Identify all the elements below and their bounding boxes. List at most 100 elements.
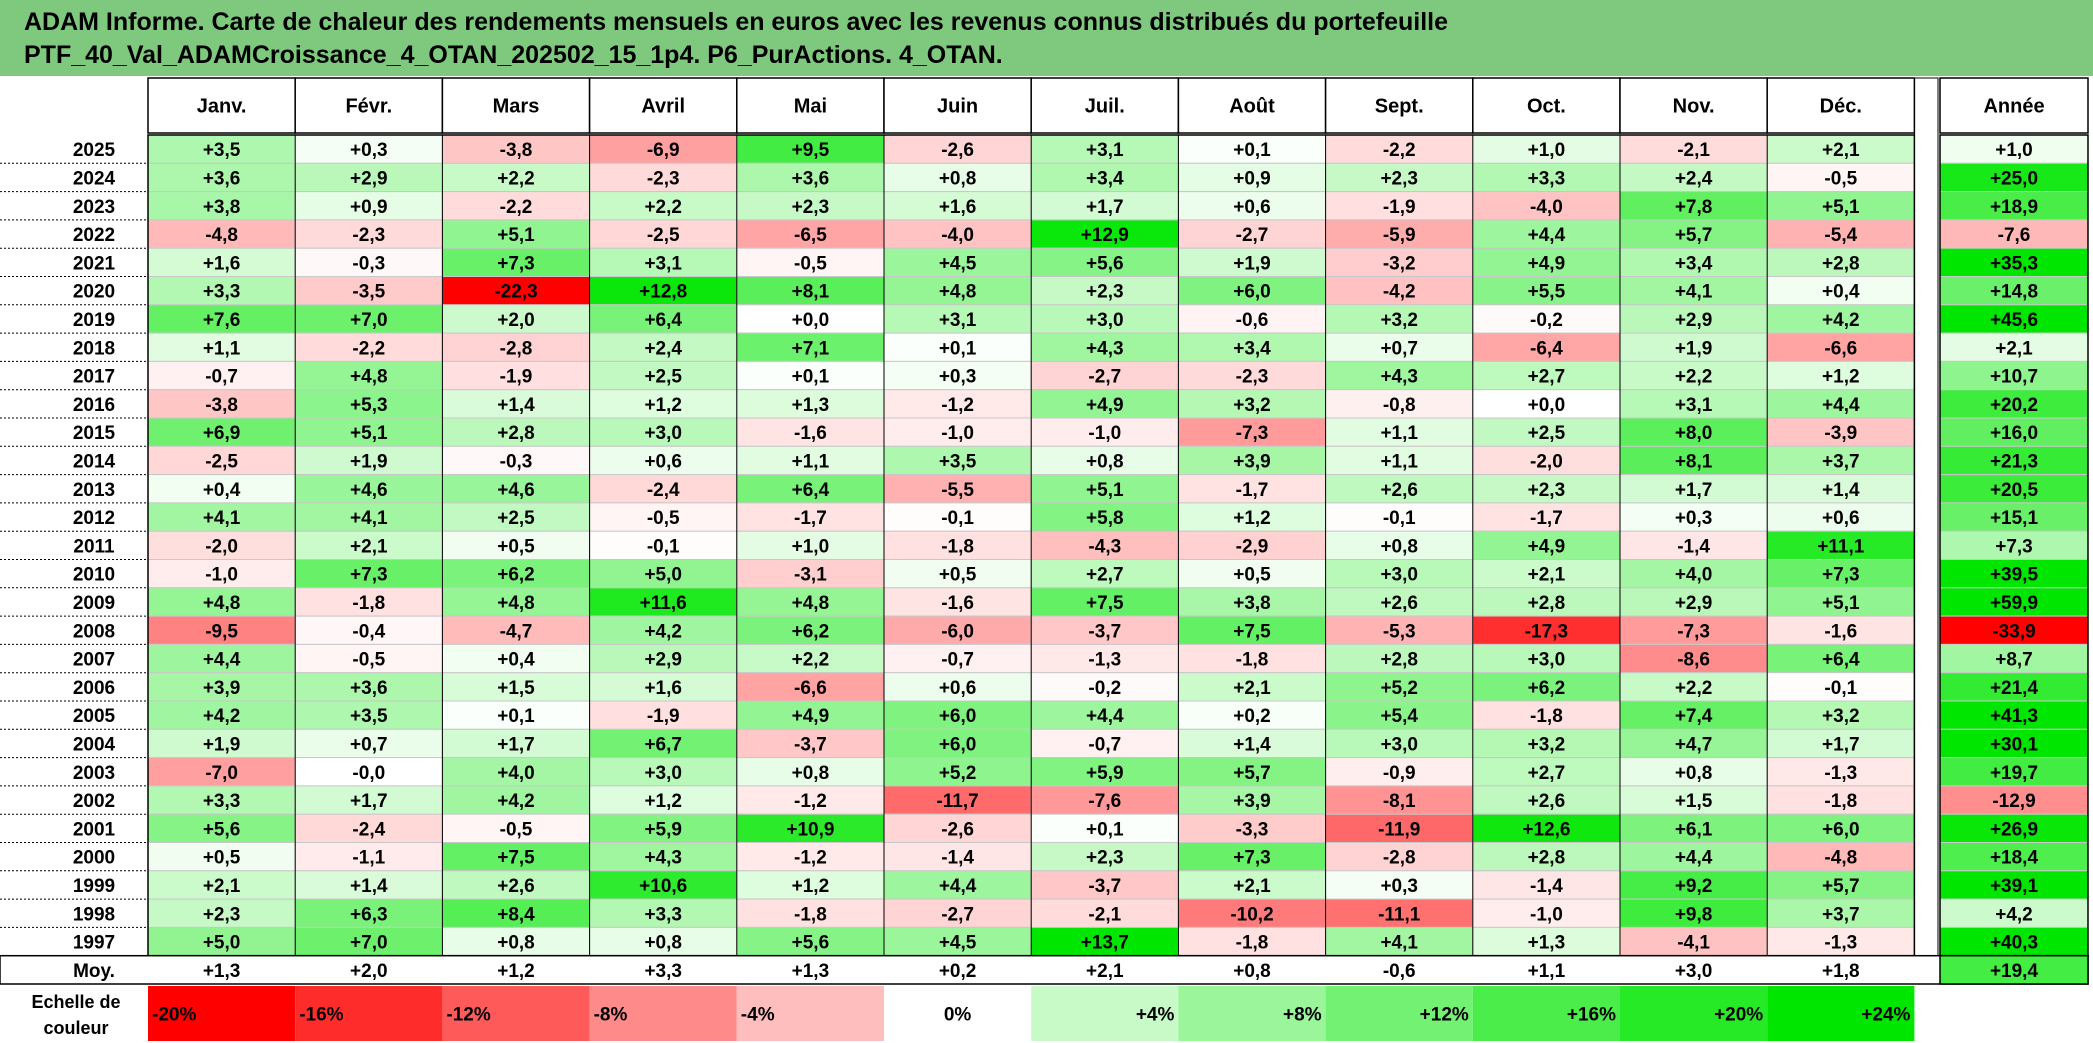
cell-value: -3,7 [1088, 876, 1121, 897]
cell-value: +11,1 [1817, 536, 1864, 557]
heatmap-cell [1619, 615, 1768, 645]
cell-value: +4,4 [1822, 395, 1860, 416]
cell-value: +2,1 [1528, 565, 1566, 586]
heatmap-cell [147, 502, 296, 532]
scale-stop-label: +20% [1714, 1005, 1763, 1026]
cell-value: -0,1 [1824, 678, 1857, 699]
cell-value: +2,5 [497, 508, 535, 529]
cell-value: -2,7 [941, 904, 974, 925]
annual-cell [1939, 162, 2089, 193]
heatmap-cell [147, 332, 296, 362]
annual-value: +39,5 [1990, 565, 2039, 586]
heatmap-cell [294, 898, 443, 928]
heatmap-cell [1177, 332, 1327, 362]
heatmap-cell [589, 785, 738, 815]
heatmap-cell [589, 134, 738, 164]
cell-value: +4,8 [350, 367, 388, 388]
heatmap-cell [441, 898, 591, 928]
annual-value: +20,2 [1990, 395, 2038, 416]
cell-value: +1,9 [1233, 253, 1271, 274]
heatmap-cell [1766, 134, 1915, 164]
cell-value: -1,8 [1824, 791, 1857, 812]
cell-value: +0,3 [939, 367, 977, 388]
cell-value: +7,4 [1675, 706, 1713, 727]
heatmap-cell [1619, 445, 1768, 476]
col-header: Juin [937, 96, 978, 118]
cell-value: +3,0 [1528, 650, 1566, 671]
annual-value: +20,5 [1990, 480, 2039, 501]
heatmap-cell [1325, 162, 1474, 193]
cell-value: +3,6 [203, 168, 241, 189]
scale-label-line-2: couleur [43, 1018, 108, 1038]
heatmap-cell [147, 445, 296, 476]
cell-value: +0,9 [1233, 168, 1271, 189]
heatmap-cell [1030, 898, 1179, 928]
scale-swatch [736, 986, 884, 1041]
cell-value: -1,8 [794, 904, 827, 925]
average-label: Moy. [73, 961, 115, 982]
heatmap-cell [1325, 502, 1474, 532]
cell-value: -2,8 [1383, 848, 1416, 869]
heatmap-cell [736, 417, 885, 447]
scale-label-line-1: Echelle de [31, 992, 120, 1012]
annual-value: +21,4 [1990, 678, 2039, 699]
cell-value: -6,4 [1530, 338, 1563, 359]
cell-value: +2,9 [644, 650, 682, 671]
cell-value: +2,5 [644, 367, 682, 388]
heatmap-cell [147, 757, 296, 787]
heatmap-cell [1619, 219, 1768, 249]
heatmap-cell [1472, 219, 1621, 249]
heatmap-cell [1177, 785, 1327, 815]
year-label: 2004 [73, 734, 116, 755]
year-label: 2015 [73, 423, 116, 444]
cell-value: -0,7 [941, 650, 974, 671]
scale-stop-label: -12% [446, 1005, 490, 1026]
heatmap-cell [1619, 530, 1768, 561]
heatmap-cell [1030, 842, 1179, 872]
cell-value: -1,0 [1088, 423, 1121, 444]
cell-value: -5,3 [1383, 621, 1416, 642]
annual-value: +39,1 [1990, 876, 2039, 897]
col-header-cell [1324, 77, 1474, 134]
cell-value: +4,5 [939, 933, 977, 954]
heatmap-cell [736, 389, 885, 419]
annual-value: +30,1 [1990, 734, 2039, 755]
heatmap-cell [883, 219, 1032, 249]
heatmap-cell [441, 134, 591, 164]
cell-value: +0,6 [1233, 197, 1271, 218]
cell-value: +4,2 [644, 621, 682, 642]
heatmap-cell [1766, 530, 1915, 561]
cell-value: -0,1 [647, 536, 680, 557]
col-header: Nov. [1673, 96, 1715, 118]
cell-value: +4,2 [497, 791, 535, 812]
year-label: 2025 [73, 140, 116, 161]
cell-value: +2,7 [1528, 763, 1566, 784]
heatmap-cell [1325, 332, 1474, 362]
cell-value: +5,6 [203, 819, 241, 840]
year-label: 2020 [73, 282, 115, 303]
cell-value: +5,4 [1380, 706, 1418, 727]
heatmap-cell [1325, 728, 1474, 759]
heatmap-cell [736, 219, 885, 249]
cell-value: +2,0 [497, 310, 535, 331]
title-line-1: ADAM Informe. Carte de chaleur des rende… [24, 8, 1449, 36]
scale-swatch [442, 986, 590, 1041]
cell-value: -2,9 [1236, 536, 1269, 557]
cell-value: -2,8 [500, 338, 533, 359]
annual-cell [1939, 728, 2089, 759]
annual-cell [1939, 247, 2089, 277]
heatmap-cell [1619, 757, 1768, 787]
cell-value: +6,0 [1822, 819, 1860, 840]
heatmap-cell [736, 898, 885, 928]
cell-value: -2,3 [1236, 367, 1269, 388]
cell-value: +1,1 [1380, 451, 1418, 472]
cell-value: +1,2 [792, 876, 830, 897]
heatmap-cell [1766, 870, 1915, 900]
heatmap-cell [883, 813, 1032, 844]
cell-value: +6,4 [644, 310, 682, 331]
heatmap-cell [1325, 643, 1474, 674]
cell-value: +1,7 [1675, 480, 1713, 501]
annual-value: +21,3 [1990, 451, 2038, 472]
cell-value: -7,3 [1236, 423, 1269, 444]
col-header-cell [1030, 77, 1180, 134]
